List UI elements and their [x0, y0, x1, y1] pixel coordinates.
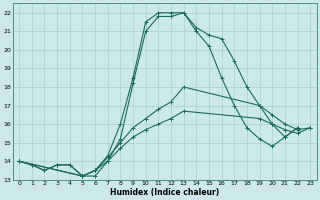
X-axis label: Humidex (Indice chaleur): Humidex (Indice chaleur) [110, 188, 219, 197]
